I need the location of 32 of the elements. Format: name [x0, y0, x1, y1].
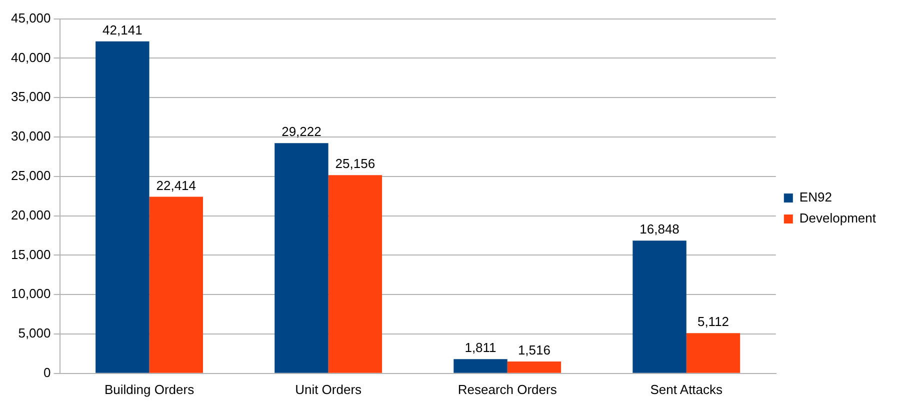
data-label: 22,414	[156, 178, 196, 193]
data-label: 29,222	[282, 124, 322, 140]
x-tick-label: Building Orders	[104, 382, 195, 397]
legend-label: EN92	[799, 190, 832, 205]
data-label: 1,516	[518, 342, 550, 358]
bar	[274, 143, 328, 373]
y-tick-label: 20,000	[10, 207, 51, 222]
bar	[507, 361, 562, 373]
legend-label: Development	[799, 210, 876, 226]
y-tick-label: 30,000	[10, 128, 51, 144]
bar	[454, 359, 508, 373]
x-tick-label: Research Orders	[458, 382, 558, 397]
y-tick-label: 35,000	[10, 89, 51, 104]
x-tick-label: Sent Attacks	[650, 382, 724, 397]
data-label: 5,112	[697, 314, 730, 330]
y-tick-label: 15,000	[10, 246, 51, 262]
bar	[149, 196, 203, 373]
data-label: 25,156	[335, 156, 376, 172]
bar	[632, 240, 686, 373]
bar	[96, 41, 150, 373]
y-tick-label: 40,000	[10, 50, 51, 65]
data-label: 16,848	[640, 222, 680, 237]
y-tick-label: 10,000	[10, 286, 51, 302]
data-label: 42,141	[102, 22, 142, 38]
y-tick-label: 45,000	[10, 10, 51, 26]
y-tick-label: 5,000	[18, 326, 51, 341]
y-tick-label: 25,000	[10, 168, 51, 183]
x-tick-label: Unit Orders	[295, 382, 362, 397]
y-tick-label: 0	[44, 364, 51, 380]
data-label: 1,811	[464, 340, 496, 356]
bar	[328, 175, 382, 373]
bar	[686, 333, 740, 373]
